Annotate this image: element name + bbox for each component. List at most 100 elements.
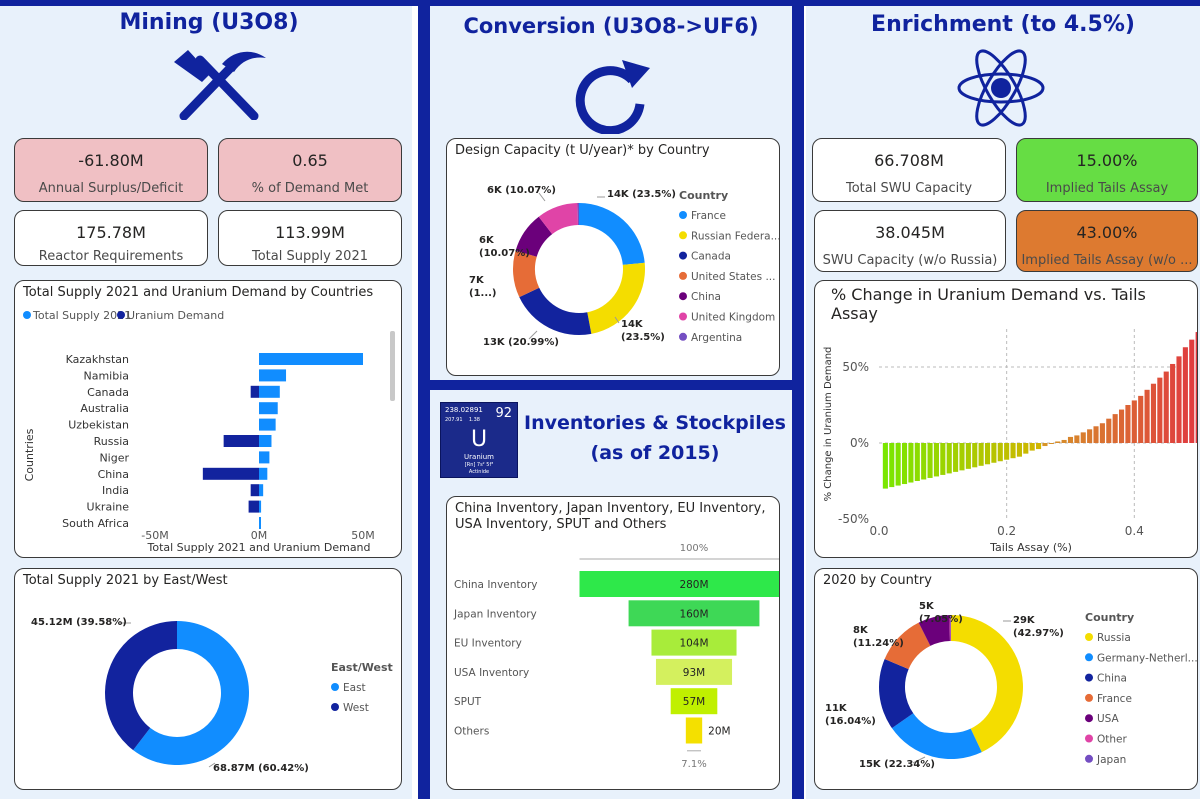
legend-marker	[679, 251, 687, 260]
leader-line	[614, 316, 620, 324]
data-label: 6K	[479, 235, 495, 246]
kpi-tails-wo-russia: 43.00% Implied Tails Assay (w/o ...	[1016, 210, 1198, 272]
legend-title: Country	[1085, 611, 1134, 624]
donut-slice	[949, 615, 951, 642]
mining-title: Mining (U3O8)	[119, 10, 299, 35]
funnel-value: 104M	[679, 638, 708, 650]
divider-left	[418, 0, 430, 799]
funnel-bar	[628, 600, 760, 627]
data-label: (42.97%)	[1013, 628, 1064, 639]
donut-slice	[587, 262, 645, 334]
divider-right	[792, 0, 804, 799]
funnel-category: USA Inventory	[454, 667, 529, 679]
category-label: Niger	[99, 451, 129, 464]
supply-bar	[259, 369, 287, 382]
element-category: Actinide	[468, 469, 490, 475]
legend-label: France	[691, 210, 726, 222]
data-label: 11K	[825, 703, 848, 714]
legend-label: Russia	[1097, 632, 1131, 644]
chart-title: Design Capacity (t U/year)* by Country	[455, 143, 710, 158]
enrichment-2020-card[interactable]: 2020 by Country 29K (42.97%) 15K (22.34%) 1…	[814, 568, 1198, 790]
data-label: 8K	[853, 625, 869, 636]
y-axis-title: % Change in Uranium Demand	[823, 347, 834, 502]
data-label: (16.04%)	[825, 716, 876, 727]
tails-bar	[940, 443, 946, 475]
legend-title: Country	[679, 189, 728, 202]
supply-demand-card[interactable]: Total Supply 2021 and Uranium Demand by …	[14, 280, 402, 558]
legend-label: Canada	[691, 251, 731, 263]
funnel-bar	[651, 629, 737, 656]
funnel-value: 57M	[683, 696, 705, 708]
legend-marker	[1085, 673, 1093, 682]
data-label: 6K (10.07%)	[487, 185, 556, 196]
inventories-card[interactable]: China Inventory, Japan Inventory, EU Inv…	[446, 496, 780, 790]
leader-line	[538, 192, 546, 202]
donut-slice	[579, 203, 645, 265]
supply-bar	[259, 500, 262, 513]
legend-marker	[1085, 754, 1093, 763]
demand-vs-tails-card[interactable]: % Change in Uranium Demand vs. Tails Ass…	[814, 280, 1198, 558]
inventories-title-line2: (as of 2015)	[590, 442, 720, 464]
y-tick-label: 50%	[842, 360, 869, 374]
east-west-card[interactable]: Total Supply 2021 by East/West 68.87M (6…	[14, 568, 402, 790]
chart-title: 2020 by Country	[823, 573, 932, 588]
funnel-bottom-label: 7.1%	[681, 759, 706, 770]
tails-bar	[1195, 332, 1197, 443]
tails-bar	[1042, 443, 1048, 447]
tails-bar	[1106, 418, 1112, 443]
tails-bar	[1119, 409, 1125, 443]
kpi-label: Implied Tails Assay (w/o ...	[1021, 253, 1193, 268]
donut-slice	[891, 713, 982, 759]
element-row2: 207.91 1.38	[445, 417, 480, 423]
donut-slice	[950, 615, 951, 642]
element-name: Uranium	[464, 453, 494, 461]
chart-title: Total Supply 2021 by East/West	[23, 573, 228, 588]
kpi-label: Annual Surplus/Deficit	[38, 181, 184, 196]
kpi-tails-assay: 15.00% Implied Tails Assay	[1016, 138, 1198, 202]
data-label: (1...)	[469, 288, 497, 299]
east-west-chart[interactable]: 68.87M (60.42%) 45.12M (39.58%) East/West E…	[15, 593, 401, 789]
x-tick-label: 0.2	[997, 524, 1016, 538]
data-label: 13K (20.99%)	[483, 337, 559, 348]
element-mass: 238.02891	[445, 406, 483, 414]
supply-bar	[259, 418, 276, 431]
tails-bar	[1016, 443, 1022, 457]
kpi-total-supply: 113.99M Total Supply 2021	[218, 210, 402, 266]
tails-bar	[965, 443, 971, 469]
supply-bar	[259, 517, 261, 529]
donut-slice	[951, 615, 1023, 753]
y-tick-label: -50%	[838, 512, 869, 526]
category-label: Namibia	[83, 369, 129, 382]
donut-slice	[515, 216, 553, 257]
legend-marker	[23, 311, 31, 319]
chart-title: % Change in Uranium Demand vs. Tails Ass…	[831, 285, 1146, 323]
tails-bar	[889, 443, 895, 488]
kpi-reactor-requirements: 175.78M Reactor Requirements	[14, 210, 208, 266]
funnel-value: 160M	[679, 608, 708, 620]
category-label: Australia	[80, 402, 129, 415]
donut-slice	[918, 615, 950, 646]
enrichment-title: Enrichment (to 4.5%)	[871, 12, 1135, 37]
inventories-funnel-chart[interactable]: 100% China Inventory 280M Japan Inventory 16…	[447, 539, 779, 789]
funnel-category: SPUT	[454, 696, 482, 708]
data-label: (10.07%)	[479, 248, 530, 259]
legend-marker	[679, 211, 687, 219]
donut-slice	[513, 250, 540, 298]
tails-bar	[1010, 443, 1016, 459]
data-label: 29K	[1013, 615, 1036, 626]
inventories-title-line1: Inventories & Stockpiles	[524, 412, 786, 434]
data-label: (7.05%)	[919, 614, 963, 625]
design-capacity-card[interactable]: Design Capacity (t U/year)* by Country 1…	[446, 138, 780, 376]
demand-vs-tails-chart[interactable]: 0.0 0.2 0.4 -50% 0% 50% Tails Assay (%) % Chang…	[815, 309, 1197, 557]
leader-line	[912, 756, 926, 764]
design-capacity-chart[interactable]: 14K (23.5%) 14K (23.5%) 13K (20.99%) 7K (1...…	[447, 163, 779, 375]
legend-label: Argentina	[691, 332, 742, 344]
kpi-value: 175.78M	[76, 223, 146, 242]
enrichment-2020-chart[interactable]: 29K (42.97%) 15K (22.34%) 11K (16.04%) 8K (11.…	[815, 593, 1197, 789]
chart-title: Total Supply 2021 and Uranium Demand by …	[23, 285, 374, 300]
legend-label: China	[1097, 673, 1127, 685]
tails-bar	[953, 443, 959, 472]
tails-bar	[1144, 389, 1150, 443]
donut-slice	[577, 203, 579, 226]
